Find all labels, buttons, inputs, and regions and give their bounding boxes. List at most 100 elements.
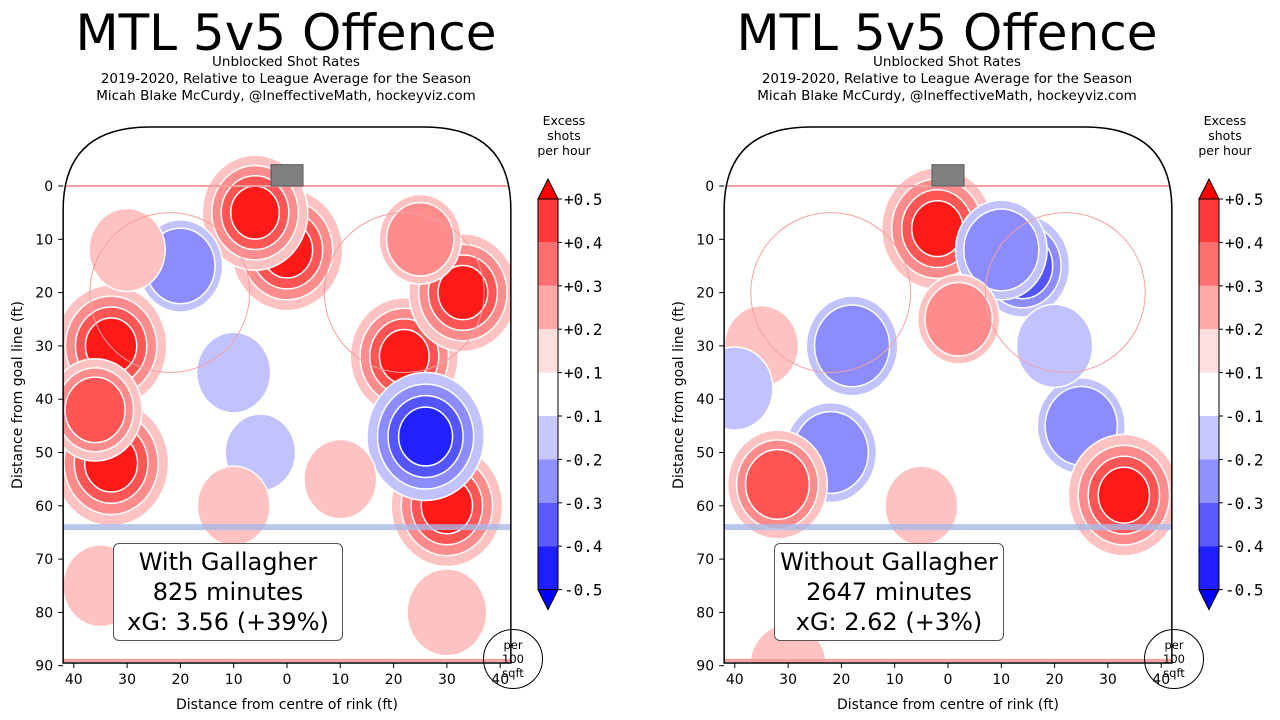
faceoff-circle — [750, 212, 912, 374]
y-tick-label: 20 — [35, 286, 53, 302]
colorbar-label: +0.5 — [564, 190, 603, 209]
colorbar-label: -0.5 — [1225, 581, 1264, 600]
x-tick-label: 30 — [438, 672, 456, 688]
colorbar-arrow-top — [1198, 177, 1220, 200]
colorbar-label: -0.1 — [1225, 407, 1264, 426]
x-tick-label: 20 — [832, 672, 850, 688]
x-tick-label: 20 — [171, 672, 189, 688]
contour-blob — [724, 346, 774, 431]
summary-line: Without Gallagher — [780, 548, 998, 576]
contour-blob — [196, 331, 272, 414]
units-badge-line: 100 — [1163, 652, 1185, 666]
colorbar-label: +0.2 — [564, 320, 603, 339]
subtitle-3: Micah Blake McCurdy, @IneffectiveMath, h… — [96, 88, 476, 104]
colorbar-band — [538, 285, 558, 330]
colorbar-label: -0.1 — [564, 407, 603, 426]
colorbar-label: -0.2 — [564, 450, 603, 469]
y-tick-label: 80 — [696, 605, 714, 621]
colorbar-band — [538, 502, 558, 547]
y-tick-label: 40 — [35, 392, 53, 408]
chart-title: MTL 5v5 Offence — [75, 4, 497, 62]
colorbar-band — [538, 459, 558, 503]
colorbar-band — [1199, 502, 1219, 547]
y-tick-label: 60 — [35, 499, 53, 515]
x-tick-label: 0 — [283, 672, 292, 688]
colorbar-label: -0.2 — [1225, 450, 1264, 469]
colorbar-band — [538, 242, 558, 286]
y-tick-label: 0 — [44, 179, 53, 195]
contour-blob — [303, 438, 378, 520]
contour-blob — [196, 465, 271, 547]
colorbar-band — [538, 416, 558, 460]
summary-line: With Gallagher — [138, 548, 318, 576]
contour-blob — [397, 406, 454, 467]
subtitle-1: Unblocked Shot Rates — [212, 54, 360, 70]
contour-blob — [385, 201, 455, 277]
contour-blob — [229, 185, 281, 240]
colorbar-label: +0.4 — [564, 233, 603, 252]
panel-without: MTL 5v5 Offence Unblocked Shot Rates 201… — [661, 0, 1280, 720]
summary-box: Without Gallagher 2647 minutes xG: 2.62 … — [774, 543, 1004, 641]
contour-blob — [813, 304, 891, 388]
colorbar-title-line: Excess — [1203, 113, 1247, 128]
x-tick-label: 10 — [886, 672, 904, 688]
summary-line: 825 minutes — [152, 578, 304, 606]
y-tick-label: 10 — [696, 232, 714, 248]
summary-line: xG: 3.56 (+39%) — [127, 608, 329, 636]
y-tick-label: 90 — [696, 659, 714, 675]
y-tick-label: 90 — [35, 659, 53, 675]
colorbar-band — [1199, 329, 1219, 373]
colorbar-label: +0.3 — [1225, 277, 1264, 296]
colorbar-arrow-bottom — [1198, 589, 1220, 611]
y-tick-label: 10 — [35, 232, 53, 248]
contour-blob — [1097, 466, 1151, 524]
heat-layer — [724, 127, 1172, 663]
faceoff-circle — [323, 212, 485, 374]
contour-blob — [437, 264, 489, 321]
subtitle-3: Micah Blake McCurdy, @IneffectiveMath, h… — [757, 88, 1137, 104]
y-tick-label: 70 — [35, 552, 53, 568]
colorbar-label: -0.4 — [564, 537, 603, 556]
x-axis-label: Distance from centre of rink (ft) — [176, 697, 398, 713]
y-tick-label: 30 — [696, 339, 714, 355]
goal-net — [931, 164, 965, 187]
colorbar-band — [1199, 242, 1219, 286]
subtitle-1: Unblocked Shot Rates — [873, 54, 1021, 70]
colorbar-label: +0.4 — [1225, 233, 1264, 252]
colorbar-frame — [537, 198, 559, 591]
x-tick-label: 0 — [944, 672, 953, 688]
colorbar-frame — [1198, 198, 1220, 591]
contour-blob — [406, 568, 488, 657]
y-tick-label: 20 — [696, 286, 714, 302]
x-tick-label: 30 — [779, 672, 797, 688]
colorbar-arrow-bottom — [537, 589, 559, 611]
contour-blob — [924, 281, 994, 357]
x-tick-label: 10 — [225, 672, 243, 688]
units-badge-line: per — [1164, 638, 1184, 652]
faceoff-circle — [89, 212, 251, 374]
subtitle-2: 2019-2020, Relative to League Average fo… — [100, 71, 472, 87]
colorbar-label: -0.3 — [1225, 494, 1264, 513]
x-tick-label: 20 — [1046, 672, 1064, 688]
contour-blob — [963, 208, 1040, 292]
colorbar-label: -0.3 — [564, 494, 603, 513]
colorbar-title-line: shots — [547, 128, 581, 143]
colorbar-title: Excess shots per hour — [1185, 113, 1265, 158]
x-tick-label: 40 — [65, 672, 83, 688]
units-badge-line: 100 — [502, 652, 524, 666]
colorbar-label: +0.2 — [1225, 320, 1264, 339]
x-tick-label: 30 — [1099, 672, 1117, 688]
y-axis-label: Distance from goal line (ft) — [671, 301, 687, 489]
colorbar-label: +0.5 — [1225, 190, 1264, 209]
faceoff-circle — [984, 212, 1146, 374]
y-tick-label: 0 — [705, 179, 714, 195]
colorbar-band — [538, 329, 558, 373]
colorbar-label: -0.4 — [1225, 537, 1264, 556]
colorbar-label: +0.3 — [564, 277, 603, 296]
summary-box: With Gallagher 825 minutes xG: 3.56 (+39… — [113, 543, 343, 641]
contour-blob — [88, 207, 166, 293]
colorbar-arrow-top — [537, 177, 559, 200]
contour-blob — [744, 448, 811, 521]
y-tick-label: 80 — [35, 605, 53, 621]
colorbar-title-line: shots — [1208, 128, 1242, 143]
